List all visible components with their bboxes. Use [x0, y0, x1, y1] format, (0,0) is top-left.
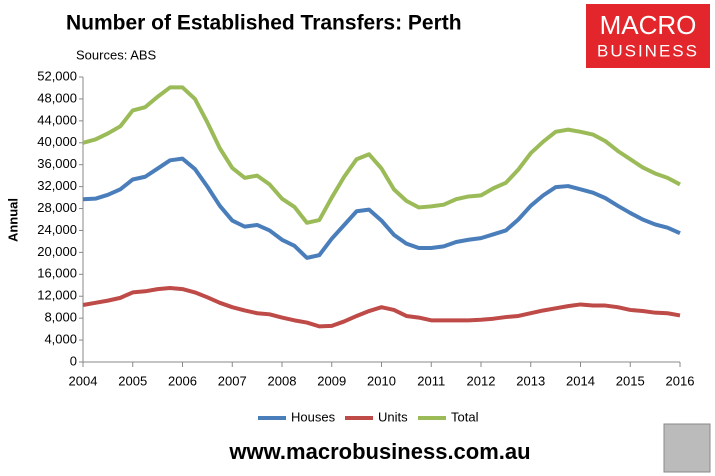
x-tick-label: 2005 [118, 373, 147, 388]
y-tick-label: 12,000 [37, 288, 77, 303]
x-tick-label: 2009 [317, 373, 346, 388]
y-tick-label: 4,000 [44, 332, 77, 347]
y-tick-label: 8,000 [44, 310, 77, 325]
logo-box [586, 4, 710, 68]
chart-title: Number of Established Transfers: Perth [66, 12, 462, 35]
x-tick-label: 2016 [666, 373, 695, 388]
x-tick-label: 2015 [616, 373, 645, 388]
y-tick-label: 24,000 [37, 222, 77, 237]
wolf-image [663, 423, 711, 473]
x-tick-label: 2011 [417, 373, 445, 388]
x-tick-label: 2006 [168, 373, 197, 388]
x-tick-label: 2013 [516, 373, 545, 388]
y-tick-label: 16,000 [37, 266, 77, 281]
y-tick-label: 20,000 [37, 244, 77, 259]
y-tick-label: 36,000 [37, 156, 77, 171]
y-tick-label: 0 [70, 353, 77, 368]
legend-label: Houses [291, 409, 336, 424]
y-tick-label: 40,000 [37, 134, 77, 149]
x-tick-label: 2012 [467, 373, 496, 388]
x-tick-label: 2007 [218, 373, 247, 388]
y-tick-label: 44,000 [37, 112, 77, 127]
legend-label: Units [378, 409, 408, 424]
chart-subtitle: Sources: ABS [76, 47, 157, 62]
footer: www.macrobusiness.com.au [228, 439, 530, 464]
y-tick-label: 32,000 [37, 178, 77, 193]
x-tick-label: 2004 [69, 373, 98, 388]
y-tick-label: 52,000 [37, 68, 77, 83]
line-series [82, 85, 681, 225]
x-tick-label: 2014 [566, 373, 595, 388]
line-series [82, 156, 681, 260]
y-axis-label: Annual [5, 198, 20, 242]
line-series [82, 286, 681, 329]
y-tick-label: 28,000 [37, 200, 77, 215]
logo-text: BUSINESS [597, 41, 699, 60]
y-tick-label: 48,000 [37, 90, 77, 105]
x-tick-label: 2008 [268, 373, 297, 388]
x-tick-label: 2010 [367, 373, 396, 388]
logo-text: MACRO [600, 10, 697, 40]
legend-label: Total [451, 409, 479, 424]
